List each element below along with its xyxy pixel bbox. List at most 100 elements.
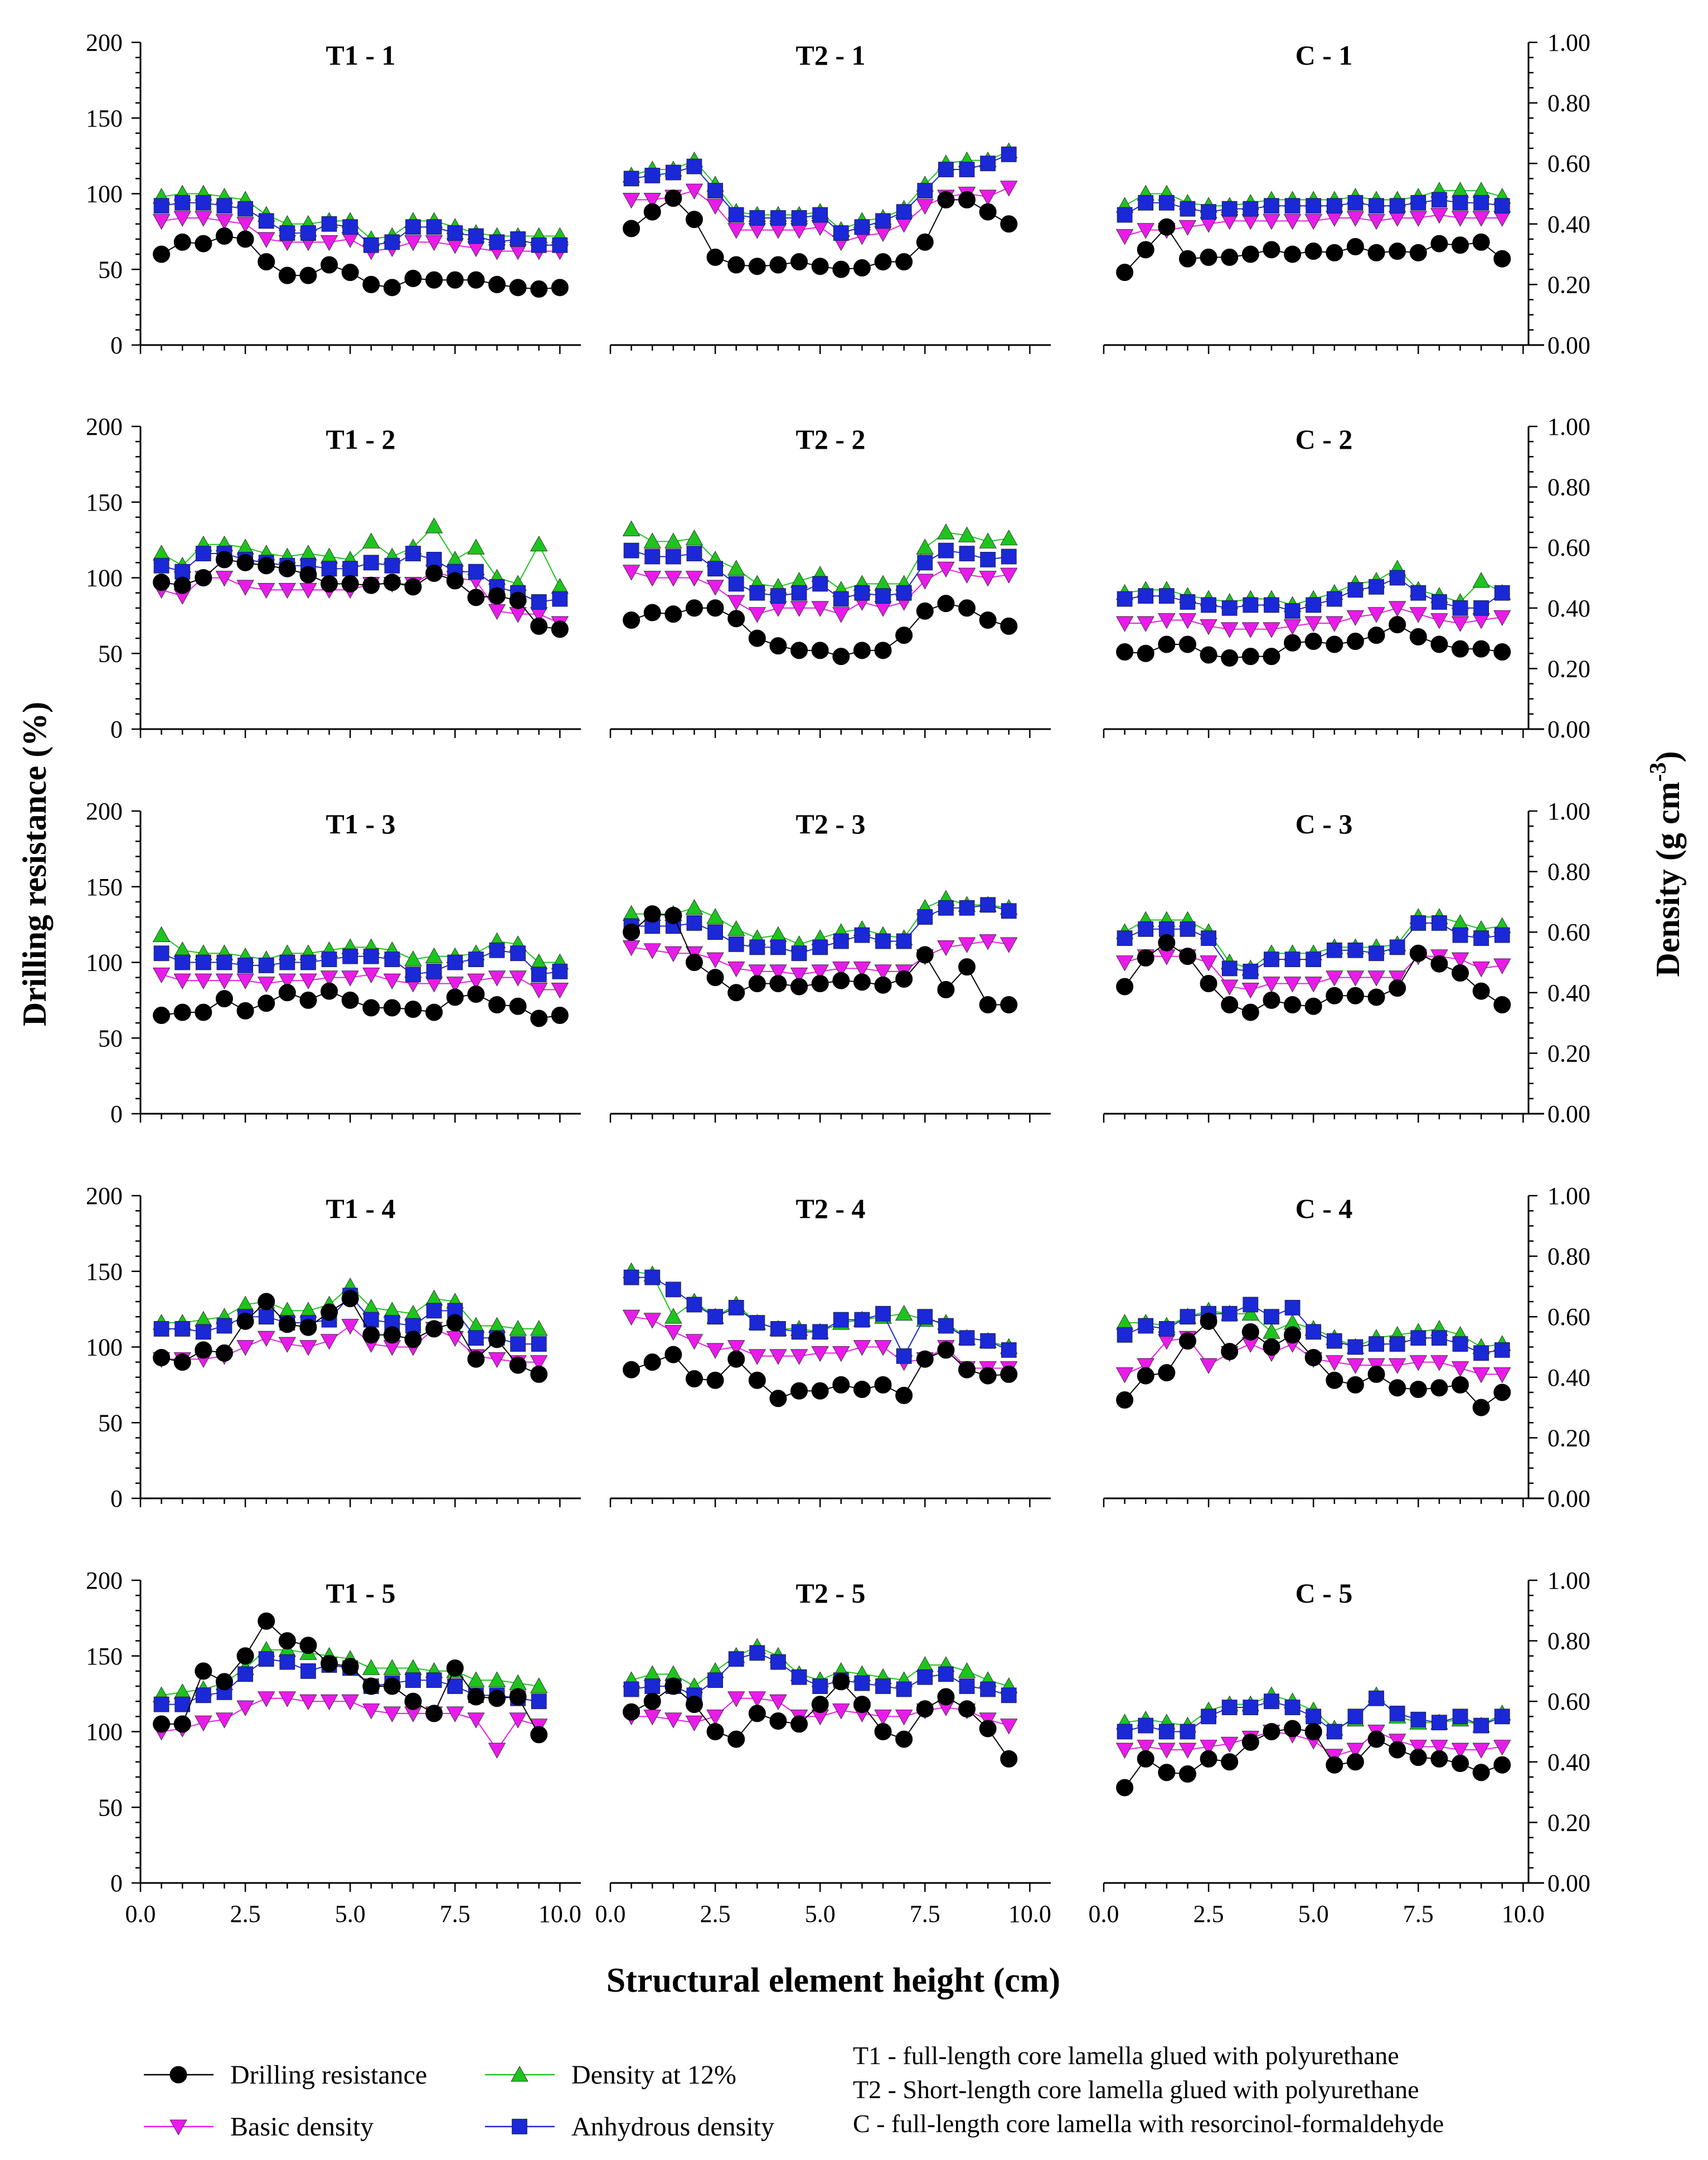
point-drilling-resistance: [153, 1007, 171, 1025]
point-basic-density: [320, 1694, 338, 1711]
point-anhydrous-density: [1264, 952, 1279, 967]
point-basic-density: [488, 1352, 506, 1368]
point-drilling-resistance: [215, 1344, 233, 1362]
point-drilling-resistance: [1430, 1750, 1448, 1768]
point-anhydrous-density: [644, 168, 661, 183]
point-drilling-resistance: [467, 1688, 485, 1706]
point-drilling-resistance: [895, 970, 913, 988]
point-anhydrous-density: [342, 561, 358, 577]
point-drilling-resistance: [446, 1314, 464, 1332]
point-drilling-resistance: [1409, 244, 1427, 261]
point-anhydrous-density: [1306, 1324, 1322, 1340]
point-drilling-resistance: [1263, 991, 1280, 1009]
point-anhydrous-density: [195, 1687, 211, 1703]
point-anhydrous-density: [644, 1269, 661, 1285]
point-drilling-resistance: [1452, 964, 1469, 982]
point-basic-density: [1367, 970, 1385, 987]
point-anhydrous-density: [1452, 1336, 1468, 1352]
point-drilling-resistance: [937, 1688, 955, 1706]
point-density-at-12-: [643, 532, 661, 549]
point-anhydrous-density: [1369, 1690, 1384, 1706]
point-anhydrous-density: [875, 1305, 891, 1322]
point-basic-density: [1178, 613, 1197, 629]
point-drilling-resistance: [1472, 640, 1490, 658]
point-drilling-resistance: [1367, 627, 1385, 644]
point-basic-density: [1304, 616, 1322, 632]
point-drilling-resistance: [958, 1700, 976, 1718]
point-anhydrous-density: [917, 183, 933, 198]
y-axis-label: Drilling resistance (%): [16, 702, 53, 1026]
point-drilling-resistance: [1452, 1376, 1469, 1394]
point-drilling-resistance: [1472, 982, 1490, 1000]
point-basic-density: [790, 967, 808, 984]
point-basic-density: [979, 571, 997, 587]
point-anhydrous-density: [1389, 198, 1405, 214]
point-anhydrous-density: [153, 557, 169, 574]
point-drilling-resistance: [748, 629, 766, 647]
point-basic-density: [551, 982, 569, 999]
point-drilling-resistance: [404, 1001, 422, 1018]
point-anhydrous-density: [489, 234, 505, 250]
point-basic-density: [1137, 223, 1154, 239]
y2-axis-label-exponent: -3: [1646, 763, 1671, 782]
point-basic-density: [1283, 619, 1302, 635]
point-density-at-12-: [530, 1677, 548, 1693]
point-basic-density: [1304, 977, 1322, 993]
point-drilling-resistance: [1493, 1756, 1511, 1774]
point-basic-density: [811, 964, 829, 981]
point-drilling-resistance: [1326, 1756, 1343, 1774]
right-tick-label: 1.00: [1547, 29, 1590, 56]
point-drilling-resistance: [1493, 996, 1511, 1014]
point-anhydrous-density: [531, 237, 547, 253]
panel-t1-2: 0 50 100 150 200 T1 - 2: [86, 413, 581, 743]
point-density-at-12-: [895, 1304, 913, 1321]
point-basic-density: [643, 571, 661, 587]
left-tick-label: 100: [86, 181, 123, 208]
point-basic-density: [727, 1691, 745, 1707]
point-drilling-resistance: [706, 599, 724, 617]
point-basic-density: [832, 1703, 850, 1720]
point-basic-density: [215, 213, 234, 230]
point-drilling-resistance: [874, 253, 892, 271]
point-anhydrous-density: [728, 936, 744, 952]
point-basic-density: [1472, 211, 1490, 227]
left-tick-label: 50: [98, 1025, 123, 1052]
point-anhydrous-density: [938, 162, 954, 177]
point-drilling-resistance: [509, 591, 527, 609]
point-anhydrous-density: [1001, 549, 1017, 565]
point-basic-density: [1493, 958, 1511, 974]
point-drilling-resistance: [173, 1715, 191, 1733]
point-basic-density: [320, 970, 338, 987]
point-drilling-resistance: [979, 203, 997, 221]
left-tick-label: 100: [86, 1334, 123, 1361]
point-drilling-resistance: [937, 191, 955, 208]
point-drilling-resistance: [362, 1326, 380, 1344]
point-anhydrous-density: [1306, 198, 1322, 214]
point-anhydrous-density: [468, 564, 484, 580]
point-drilling-resistance: [1326, 244, 1343, 261]
point-drilling-resistance: [1452, 640, 1469, 658]
point-anhydrous-density: [791, 945, 807, 962]
point-anhydrous-density: [510, 945, 526, 962]
x-tick-label: 7.5: [910, 1900, 940, 1928]
point-drilling-resistance: [748, 258, 766, 275]
point-basic-density: [1283, 977, 1302, 993]
point-drilling-resistance: [874, 976, 892, 994]
point-drilling-resistance: [1137, 949, 1154, 967]
point-basic-density: [664, 946, 682, 963]
point-drilling-resistance: [958, 958, 976, 976]
point-anhydrous-density: [1326, 591, 1342, 607]
right-tick-label: 1.00: [1547, 1567, 1590, 1594]
point-basic-density: [748, 607, 766, 623]
point-anhydrous-density: [1410, 1330, 1426, 1346]
point-drilling-resistance: [685, 599, 703, 617]
x-tick-label: 2.5: [230, 1900, 261, 1928]
point-density-at-12-: [1000, 530, 1018, 546]
left-tick-label: 50: [98, 1794, 123, 1821]
point-drilling-resistance: [341, 264, 359, 281]
point-anhydrous-density: [1494, 198, 1510, 214]
point-basic-density: [979, 934, 997, 950]
left-tick-label: 100: [86, 949, 123, 977]
point-drilling-resistance: [643, 1353, 661, 1371]
point-drilling-resistance: [1326, 987, 1343, 1004]
